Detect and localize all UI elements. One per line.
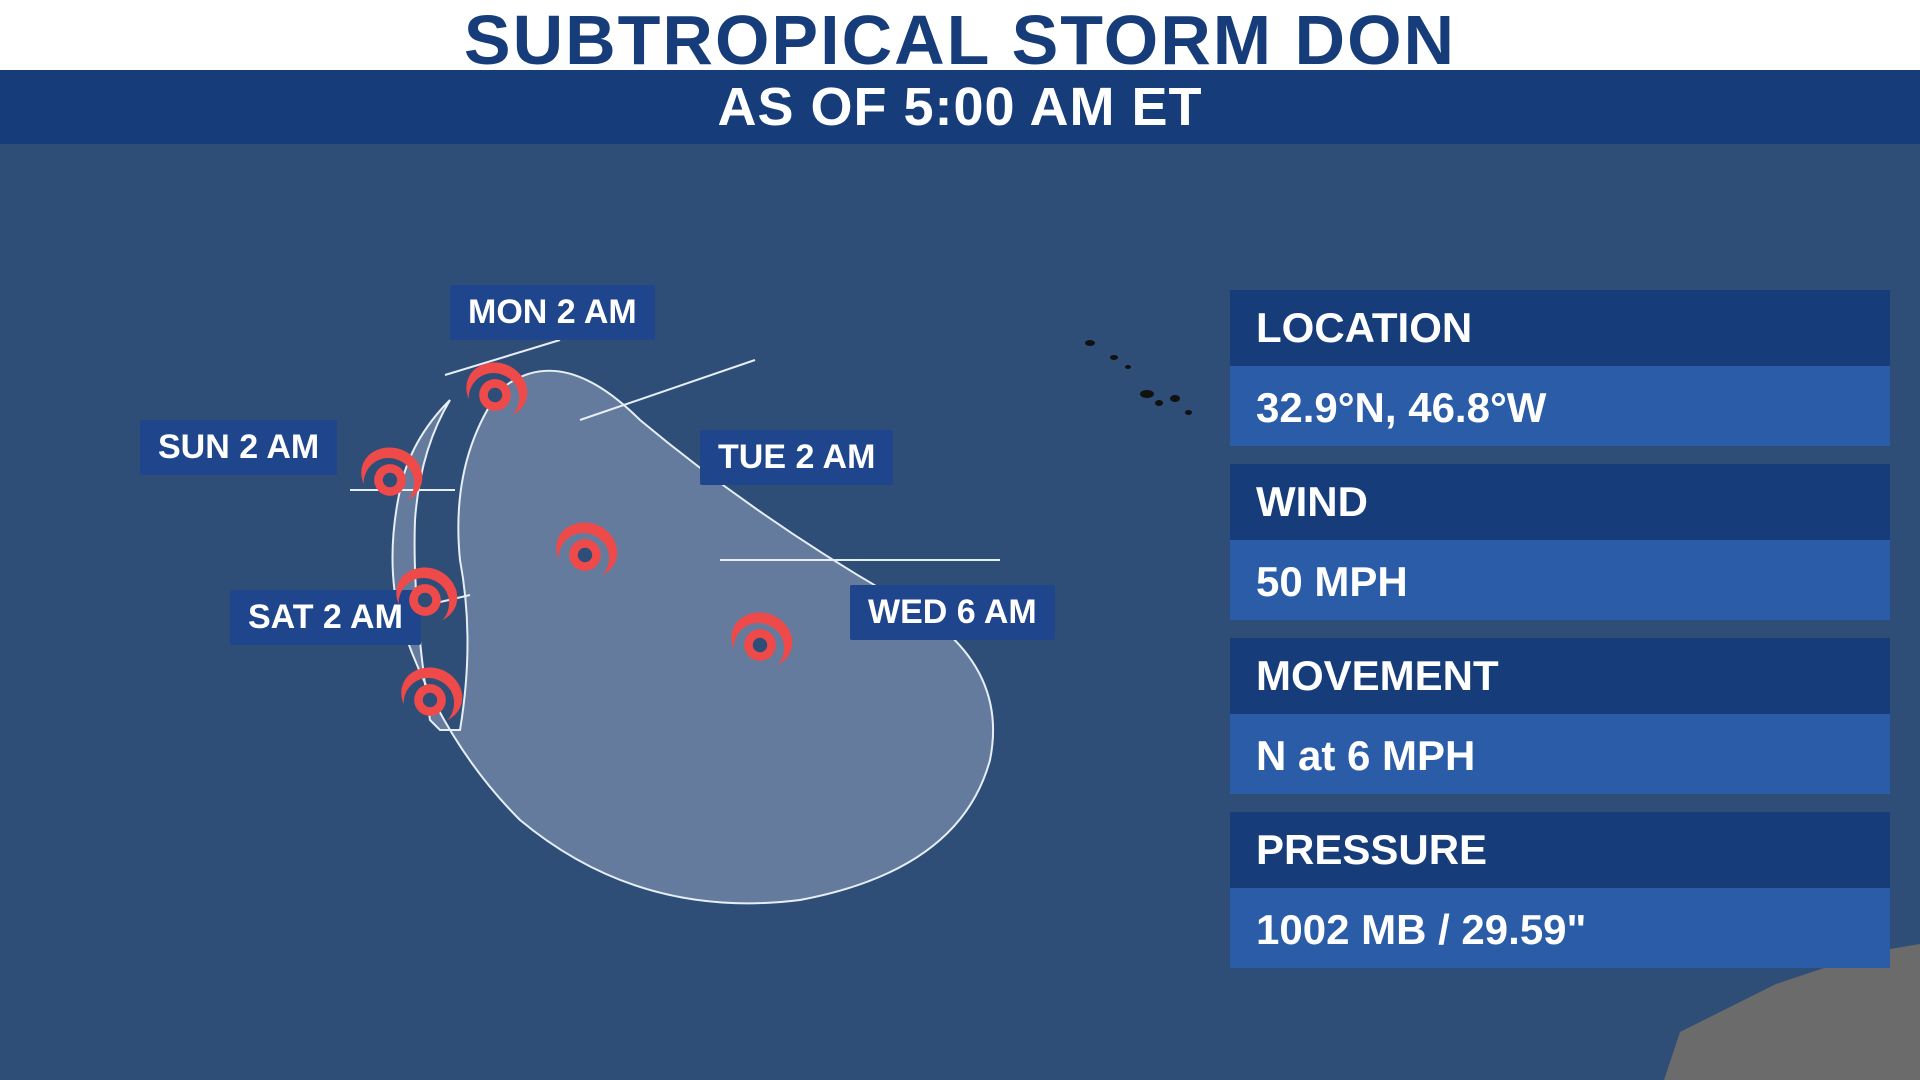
storm-icon [459,359,531,431]
storm-info-panel: LOCATION32.9°N, 46.8°W WIND50 MPH MOVEMENT… [1230,290,1890,986]
update-time: AS OF 5:00 AM ET [717,76,1202,138]
forecast-time-label: MON 2 AM [450,285,655,340]
info-value: 50 MPH [1230,544,1890,620]
storm-title: SUBTROPICAL STORM DON [0,0,1920,80]
island [1085,340,1095,346]
island [1125,365,1131,369]
storm-icon-current [394,664,466,736]
info-label: WIND [1230,464,1890,544]
info-value: 1002 MB / 29.59" [1230,892,1890,968]
island [1185,410,1192,415]
info-value: N at 6 MPH [1230,718,1890,794]
storm-icon [354,444,426,516]
info-label: MOVEMENT [1230,638,1890,718]
island [1170,395,1180,402]
weather-graphic: SUBTROPICAL STORM DON AS OF 5:00 AM ET S… [0,0,1920,1080]
info-row: WIND50 MPH [1230,464,1890,620]
info-label: PRESSURE [1230,812,1890,892]
info-row: PRESSURE1002 MB / 29.59" [1230,812,1890,968]
info-row: MOVEMENTN at 6 MPH [1230,638,1890,794]
forecast-time-label: TUE 2 AM [700,430,893,485]
island [1110,355,1118,360]
island [1140,390,1154,398]
info-value: 32.9°N, 46.8°W [1230,370,1890,446]
island [1155,400,1163,406]
storm-icon [724,609,796,681]
forecast-time-label: SUN 2 AM [140,420,337,475]
forecast-time-label: WED 6 AM [850,585,1055,640]
storm-icon [389,564,461,636]
storm-icon [549,519,621,591]
info-row: LOCATION32.9°N, 46.8°W [1230,290,1890,446]
subtitle-bar: AS OF 5:00 AM ET [0,70,1920,144]
info-label: LOCATION [1230,290,1890,370]
